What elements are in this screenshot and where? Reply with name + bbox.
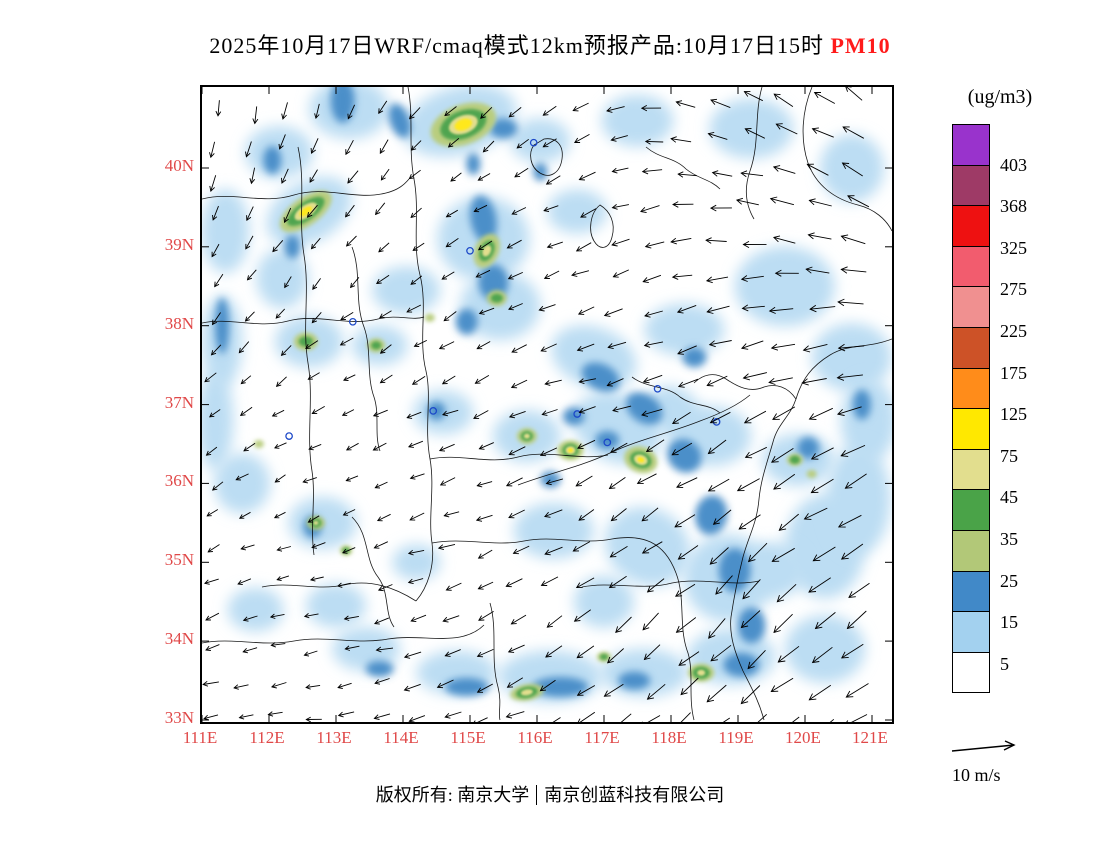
- legend-color-box: [952, 651, 990, 694]
- wind-reference: 10 m/s: [948, 738, 1068, 786]
- legend-value-label: 275: [1000, 279, 1027, 300]
- legend-unit-label: (ug/m3): [967, 86, 1033, 108]
- lon-tick-label: 117E: [584, 728, 620, 747]
- legend-value-label: 403: [1000, 154, 1027, 175]
- legend-value-label: 368: [1000, 196, 1027, 217]
- lon-tick-label: 115E: [450, 728, 486, 747]
- legend-color-box: [952, 124, 990, 166]
- legend-color-box: [952, 570, 990, 613]
- legend-value-label: 25: [1000, 570, 1018, 591]
- legend-color-box: [952, 448, 990, 491]
- legend-value-label: 5: [1000, 653, 1009, 674]
- legend-color-box: [952, 611, 990, 653]
- title-pollutant: PM10: [830, 33, 891, 58]
- lon-tick-label: 119E: [718, 728, 754, 747]
- legend-color-box: [952, 529, 990, 572]
- pm10-contour-map: [202, 87, 892, 722]
- copyright-footer: 版权所有: 南京大学 南京创蓝科技有限公司: [0, 781, 1100, 807]
- legend-value-label: 125: [1000, 404, 1027, 425]
- lat-tick-label: 38N: [164, 313, 194, 333]
- lat-tick-label: 36N: [164, 471, 194, 491]
- lon-tick-label: 114E: [383, 728, 419, 747]
- legend-color-box: [952, 245, 990, 288]
- page-title: 2025年10月17日WRF/cmaq模式12km预报产品:10月17日15时 …: [0, 28, 1100, 60]
- legend-color-box: [952, 408, 990, 450]
- copyright-right: 南京创蓝科技有限公司: [544, 785, 725, 805]
- lat-tick-label: 39N: [164, 234, 194, 254]
- legend-value-label: 325: [1000, 237, 1027, 258]
- legend-value-label: 35: [1000, 529, 1018, 549]
- lat-tick-label: 40N: [164, 155, 194, 175]
- forecast-map: [200, 85, 894, 724]
- lat-tick-label: 34N: [164, 629, 194, 649]
- legend-color-box: [952, 367, 990, 410]
- legend-value-label: 15: [1000, 612, 1018, 633]
- color-scale-boxes: [952, 124, 990, 694]
- wind-reference-label: 10 m/s: [952, 765, 1001, 785]
- legend-color-box: [952, 205, 990, 247]
- lon-tick-label: 112E: [249, 728, 285, 747]
- lon-tick-label: 118E: [651, 728, 687, 747]
- legend-value-label: 75: [1000, 445, 1018, 466]
- lat-tick-label: 33N: [164, 708, 194, 727]
- legend-color-box: [952, 286, 990, 328]
- title-text: 2025年10月17日WRF/cmaq模式12km预报产品:10月17日15时: [209, 33, 824, 58]
- legend-value-label: 45: [1000, 487, 1018, 508]
- legend-color-box: [952, 326, 990, 369]
- lat-tick-label: 37N: [164, 392, 194, 412]
- lon-tick-label: 121E: [852, 728, 888, 747]
- lon-tick-label: 116E: [517, 728, 553, 747]
- legend-value-label: 225: [1000, 321, 1027, 341]
- lon-tick-label: 111E: [182, 728, 218, 747]
- copyright-left: 版权所有: 南京大学: [375, 785, 530, 805]
- lat-tick-label: 35N: [164, 550, 194, 570]
- wind-reference-arrow-icon: [951, 740, 1016, 752]
- legend-color-box: [952, 164, 990, 207]
- legend-value-label: 175: [1000, 362, 1027, 383]
- legend-color-box: [952, 489, 990, 531]
- lon-tick-label: 113E: [316, 728, 352, 747]
- lon-tick-label: 120E: [785, 728, 821, 747]
- footer-divider: [536, 785, 538, 805]
